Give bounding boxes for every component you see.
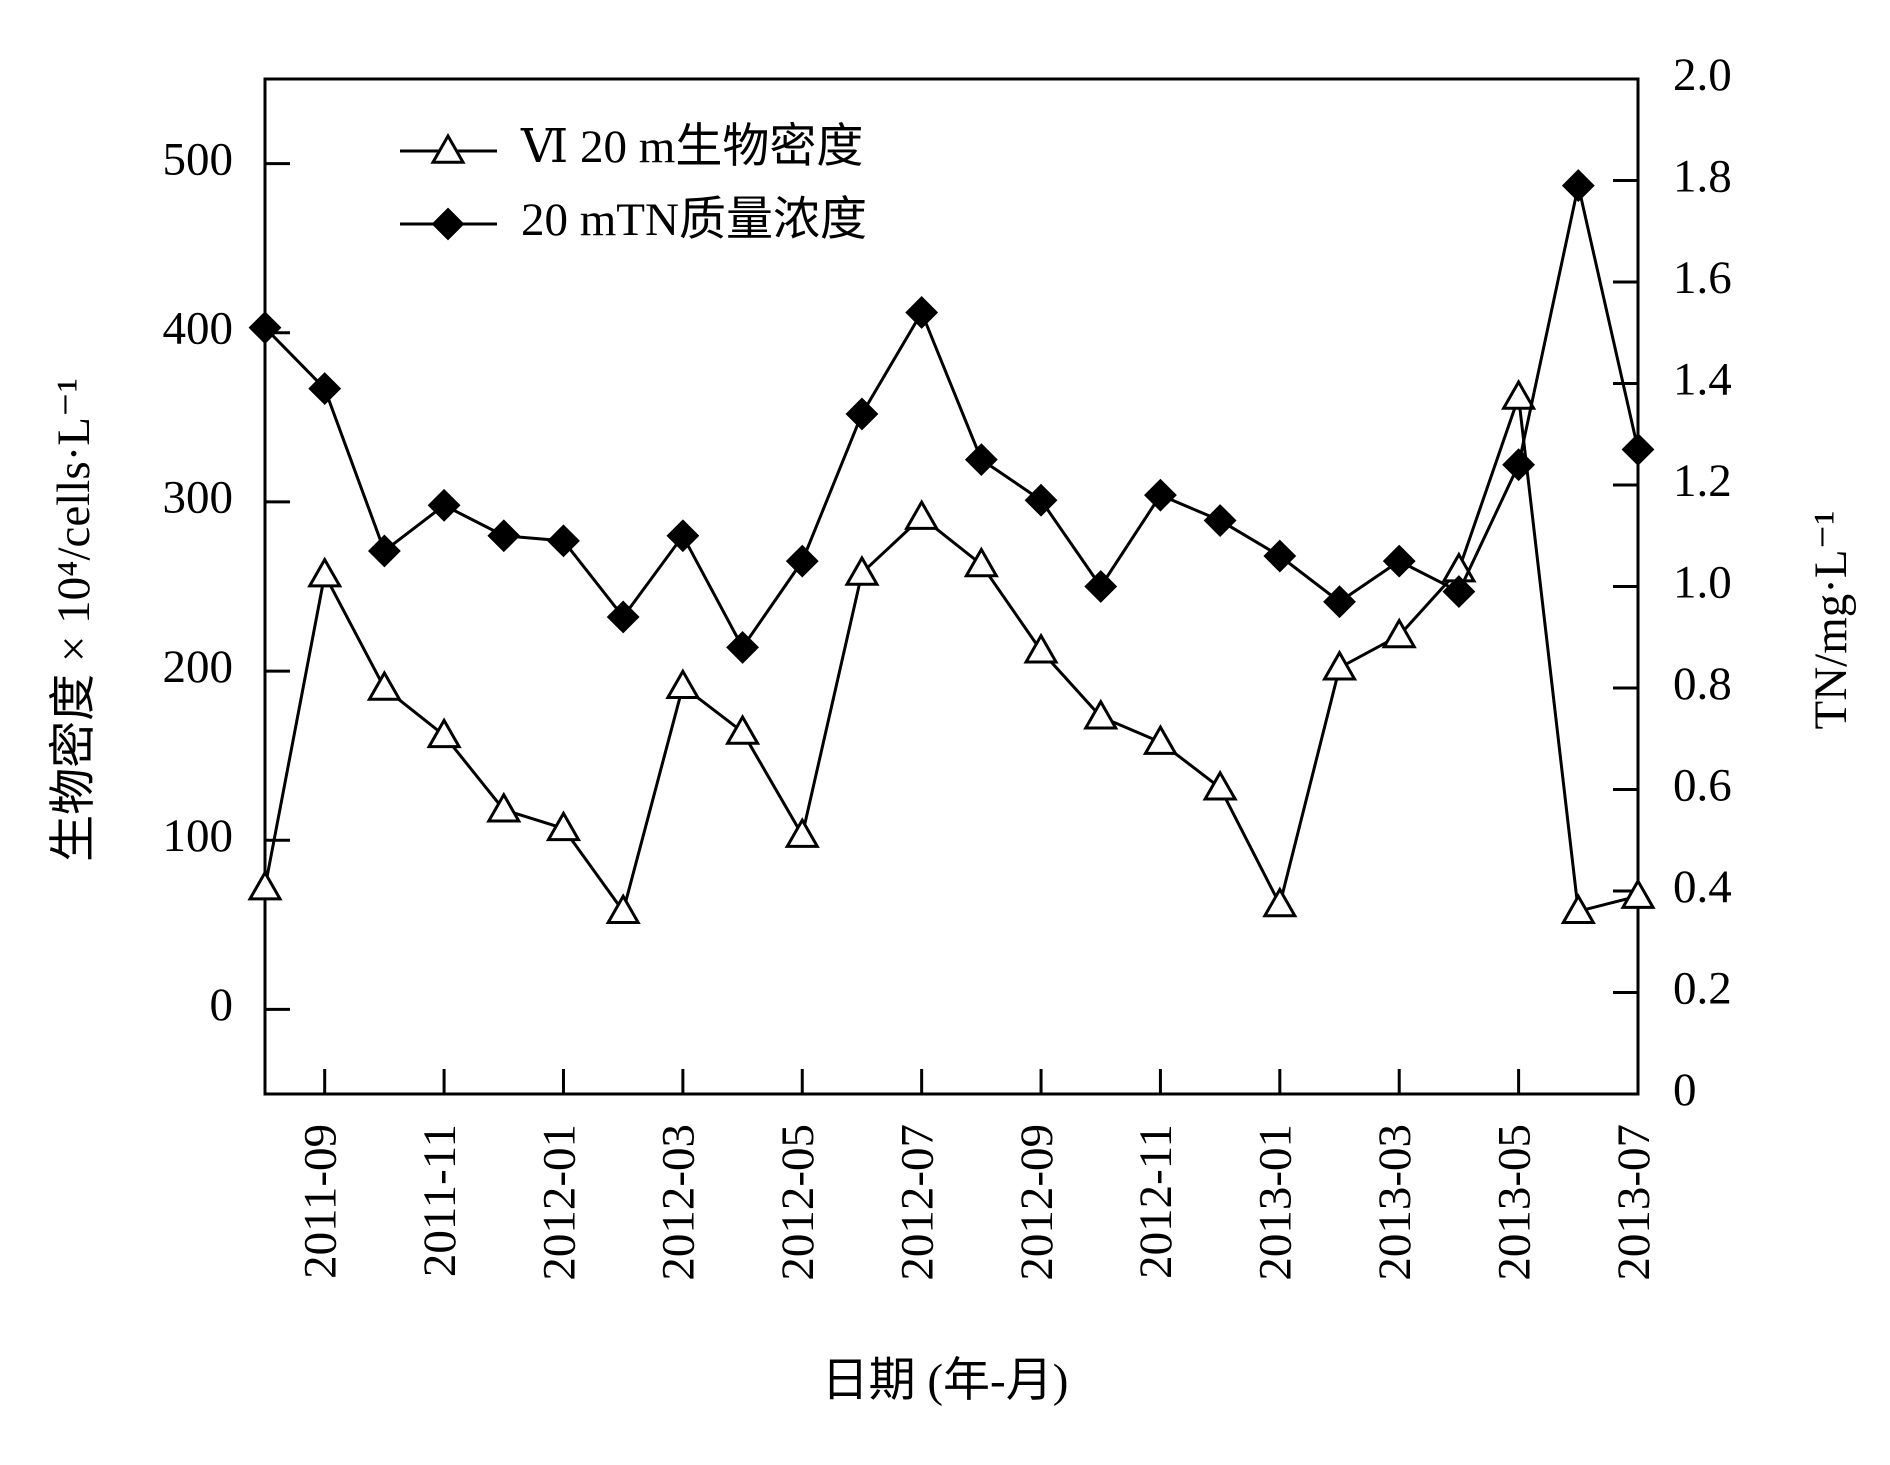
series-line <box>263 396 1639 915</box>
diamond-marker <box>666 519 700 553</box>
x-tick-label: 2012-07 <box>891 1124 943 1281</box>
x-axis-label: 日期 (年-月) <box>822 1355 1069 1407</box>
diamond-marker <box>726 630 759 664</box>
diamond-marker <box>1382 544 1416 578</box>
diamond-marker <box>1084 570 1118 603</box>
triangle-marker <box>605 893 641 925</box>
triangle-marker <box>844 554 880 586</box>
y-tick-label: 200 <box>163 641 234 693</box>
y-axis-label: 生物密度 × 10⁴/cells·L⁻¹ <box>48 378 100 862</box>
y-tick-label: 500 <box>163 133 234 185</box>
diamond-marker <box>431 207 465 241</box>
x-tick-label: 2011-09 <box>294 1124 346 1279</box>
triangle-marker <box>1023 632 1059 664</box>
series-line <box>263 185 1640 651</box>
y-tick-label: 300 <box>163 472 234 524</box>
triangle-marker <box>307 556 343 588</box>
triangle-marker <box>665 668 701 700</box>
triangle-marker <box>366 669 402 701</box>
y2-axis-label: TN/mg·L⁻¹ <box>1805 510 1857 729</box>
y2-tick-label: 1.2 <box>1673 455 1732 507</box>
triangle-marker <box>963 546 999 578</box>
diamond-marker <box>427 488 461 522</box>
diamond-marker <box>785 544 819 578</box>
triangle-marker <box>1381 617 1417 649</box>
diamond-marker <box>1561 169 1595 202</box>
x-tick-label: 2013-07 <box>1608 1124 1660 1281</box>
y2-tick-label: 0 <box>1673 1064 1697 1116</box>
y2-tick-label: 1.8 <box>1673 150 1732 202</box>
y2-tick-label: 0.6 <box>1673 759 1732 811</box>
triangle-marker <box>1620 878 1656 909</box>
diamond-marker <box>964 443 998 477</box>
y2-tick-label: 1.4 <box>1673 353 1732 405</box>
triangle-marker <box>904 499 940 530</box>
triangle-marker <box>724 713 761 745</box>
triangle-marker <box>247 869 283 901</box>
triangle-marker <box>486 791 522 823</box>
x-tick-label: 2013-01 <box>1250 1124 1302 1281</box>
x-tick-label: 2012-03 <box>653 1124 705 1281</box>
x-tick-label: 2012-05 <box>772 1124 824 1281</box>
triangle-marker <box>1142 724 1179 755</box>
triangle-marker <box>784 817 820 848</box>
diamond-marker <box>1024 483 1058 517</box>
y2-tick-label: 0.8 <box>1673 658 1732 710</box>
legend-label: 20 mTN质量浓度 <box>521 194 867 246</box>
diamond-marker <box>1502 448 1536 482</box>
x-tick-label: 2011-11 <box>414 1124 466 1277</box>
triangle-marker <box>1560 893 1596 925</box>
diamond-marker <box>308 372 342 405</box>
plot-frame <box>263 77 1640 1096</box>
triangle-marker <box>426 717 462 749</box>
triangle-marker <box>1501 379 1537 410</box>
y2-tick-label: 2.0 <box>1673 49 1732 101</box>
y2-tick-label: 1.0 <box>1673 556 1732 608</box>
y2-tick-label: 1.6 <box>1673 252 1732 304</box>
y-tick-label: 0 <box>210 979 234 1031</box>
diamond-marker <box>248 311 282 345</box>
diamond-marker <box>1144 478 1177 512</box>
triangle-marker <box>1321 649 1358 681</box>
y-tick-label: 400 <box>163 303 234 355</box>
y-tick-label: 100 <box>163 810 234 862</box>
triangle-marker <box>1262 886 1298 918</box>
diamond-marker <box>1263 539 1297 573</box>
triangle-marker <box>430 132 466 164</box>
diamond-marker <box>1203 504 1237 537</box>
diamond-marker <box>845 397 879 431</box>
x-tick-label: 2012-11 <box>1130 1124 1182 1279</box>
triangle-marker <box>545 810 582 842</box>
diamond-marker <box>1442 575 1476 608</box>
diamond-marker <box>547 524 580 558</box>
x-tick-label: 2013-05 <box>1488 1124 1540 1281</box>
diamond-marker <box>1621 433 1655 466</box>
x-tick-label: 2012-01 <box>533 1124 585 1281</box>
diamond-marker <box>1323 585 1356 619</box>
diamond-marker <box>487 519 521 553</box>
diamond-marker <box>606 600 640 634</box>
y2-tick-label: 0.2 <box>1673 962 1732 1014</box>
triangle-marker <box>1202 769 1238 801</box>
x-tick-label: 2013-03 <box>1369 1124 1421 1281</box>
legend-label: Ⅵ 20 m生物密度 <box>520 121 863 173</box>
diamond-marker <box>367 534 401 568</box>
x-tick-label: 2012-09 <box>1011 1124 1063 1281</box>
diamond-marker <box>905 296 939 329</box>
y2-tick-label: 0.4 <box>1673 861 1732 913</box>
triangle-marker <box>1083 698 1119 730</box>
